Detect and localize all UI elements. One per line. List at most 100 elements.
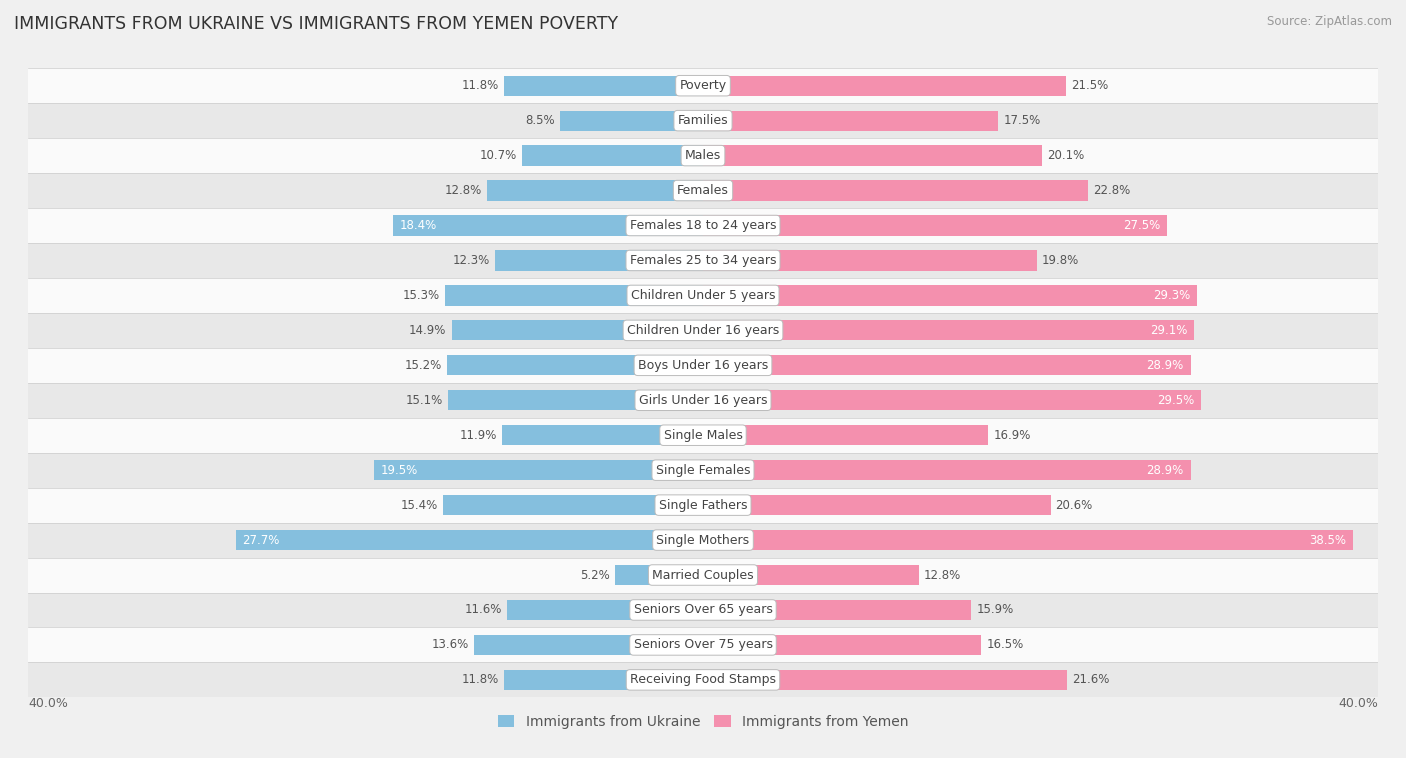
Bar [28,383,1378,418]
Text: 19.8%: 19.8% [1042,254,1080,267]
Text: 15.9%: 15.9% [976,603,1014,616]
Text: Girls Under 16 years: Girls Under 16 years [638,393,768,407]
Bar [28,68,1378,103]
Bar [703,250,1038,271]
Text: 14.9%: 14.9% [409,324,447,337]
Bar [703,670,1067,690]
Bar [502,425,703,446]
Text: 18.4%: 18.4% [399,219,436,232]
Text: Females: Females [678,184,728,197]
Bar [503,76,703,96]
Bar [703,76,1066,96]
Bar [703,180,1088,201]
Bar [443,495,703,515]
Text: 10.7%: 10.7% [481,149,517,162]
Bar [28,103,1378,138]
Bar [703,215,1167,236]
Bar [703,495,1050,515]
Text: 27.7%: 27.7% [242,534,280,547]
Text: 40.0%: 40.0% [1339,697,1378,710]
Bar [560,111,703,131]
Bar [374,460,703,481]
Bar [28,313,1378,348]
Text: Married Couples: Married Couples [652,568,754,581]
Text: 11.8%: 11.8% [461,79,499,92]
Text: 22.8%: 22.8% [1092,184,1130,197]
Bar [503,670,703,690]
Text: Seniors Over 65 years: Seniors Over 65 years [634,603,772,616]
Bar [28,662,1378,697]
Text: 12.8%: 12.8% [444,184,482,197]
Bar [28,348,1378,383]
Bar [508,600,703,620]
Bar [28,243,1378,278]
Text: 38.5%: 38.5% [1309,534,1346,547]
Text: Children Under 16 years: Children Under 16 years [627,324,779,337]
Text: 28.9%: 28.9% [1147,359,1184,372]
Bar [449,390,703,410]
Bar [703,390,1201,410]
Text: 29.1%: 29.1% [1150,324,1187,337]
Bar [28,453,1378,487]
Text: 20.1%: 20.1% [1047,149,1084,162]
Bar [28,278,1378,313]
Text: 29.3%: 29.3% [1153,289,1191,302]
Bar [28,208,1378,243]
Bar [392,215,703,236]
Bar [28,173,1378,208]
Text: 21.5%: 21.5% [1071,79,1108,92]
Text: 16.5%: 16.5% [987,638,1024,651]
Bar [28,487,1378,522]
Text: Poverty: Poverty [679,79,727,92]
Bar [703,320,1194,340]
Text: Males: Males [685,149,721,162]
Bar [703,530,1353,550]
Text: 12.8%: 12.8% [924,568,962,581]
Bar [703,634,981,655]
Text: IMMIGRANTS FROM UKRAINE VS IMMIGRANTS FROM YEMEN POVERTY: IMMIGRANTS FROM UKRAINE VS IMMIGRANTS FR… [14,15,619,33]
Bar [703,460,1191,481]
Bar [703,111,998,131]
Text: 21.6%: 21.6% [1073,673,1109,687]
Text: Single Mothers: Single Mothers [657,534,749,547]
Text: 5.2%: 5.2% [581,568,610,581]
Bar [616,565,703,585]
Bar [703,285,1198,305]
Bar [703,425,988,446]
Text: Source: ZipAtlas.com: Source: ZipAtlas.com [1267,15,1392,28]
Text: 28.9%: 28.9% [1147,464,1184,477]
Text: 15.3%: 15.3% [402,289,440,302]
Bar [451,320,703,340]
Text: 13.6%: 13.6% [432,638,468,651]
Text: Single Males: Single Males [664,429,742,442]
Text: 15.4%: 15.4% [401,499,439,512]
Text: Children Under 5 years: Children Under 5 years [631,289,775,302]
Text: Boys Under 16 years: Boys Under 16 years [638,359,768,372]
Text: Receiving Food Stamps: Receiving Food Stamps [630,673,776,687]
Text: 11.9%: 11.9% [460,429,498,442]
Text: 11.8%: 11.8% [461,673,499,687]
Text: 12.3%: 12.3% [453,254,491,267]
Text: Females 18 to 24 years: Females 18 to 24 years [630,219,776,232]
Bar [703,146,1042,166]
Text: 8.5%: 8.5% [524,114,554,127]
Bar [28,138,1378,173]
Text: 19.5%: 19.5% [381,464,418,477]
Text: 15.2%: 15.2% [405,359,441,372]
Bar [28,418,1378,453]
Text: 27.5%: 27.5% [1123,219,1160,232]
Bar [703,356,1191,375]
Text: 40.0%: 40.0% [28,697,67,710]
Bar [486,180,703,201]
Text: Seniors Over 75 years: Seniors Over 75 years [634,638,772,651]
Bar [703,600,972,620]
Text: 20.6%: 20.6% [1056,499,1092,512]
Bar [28,558,1378,593]
Text: 15.1%: 15.1% [406,393,443,407]
Bar [236,530,703,550]
Bar [523,146,703,166]
Bar [447,356,703,375]
Text: Single Fathers: Single Fathers [659,499,747,512]
Bar [444,285,703,305]
Text: 29.5%: 29.5% [1157,393,1194,407]
